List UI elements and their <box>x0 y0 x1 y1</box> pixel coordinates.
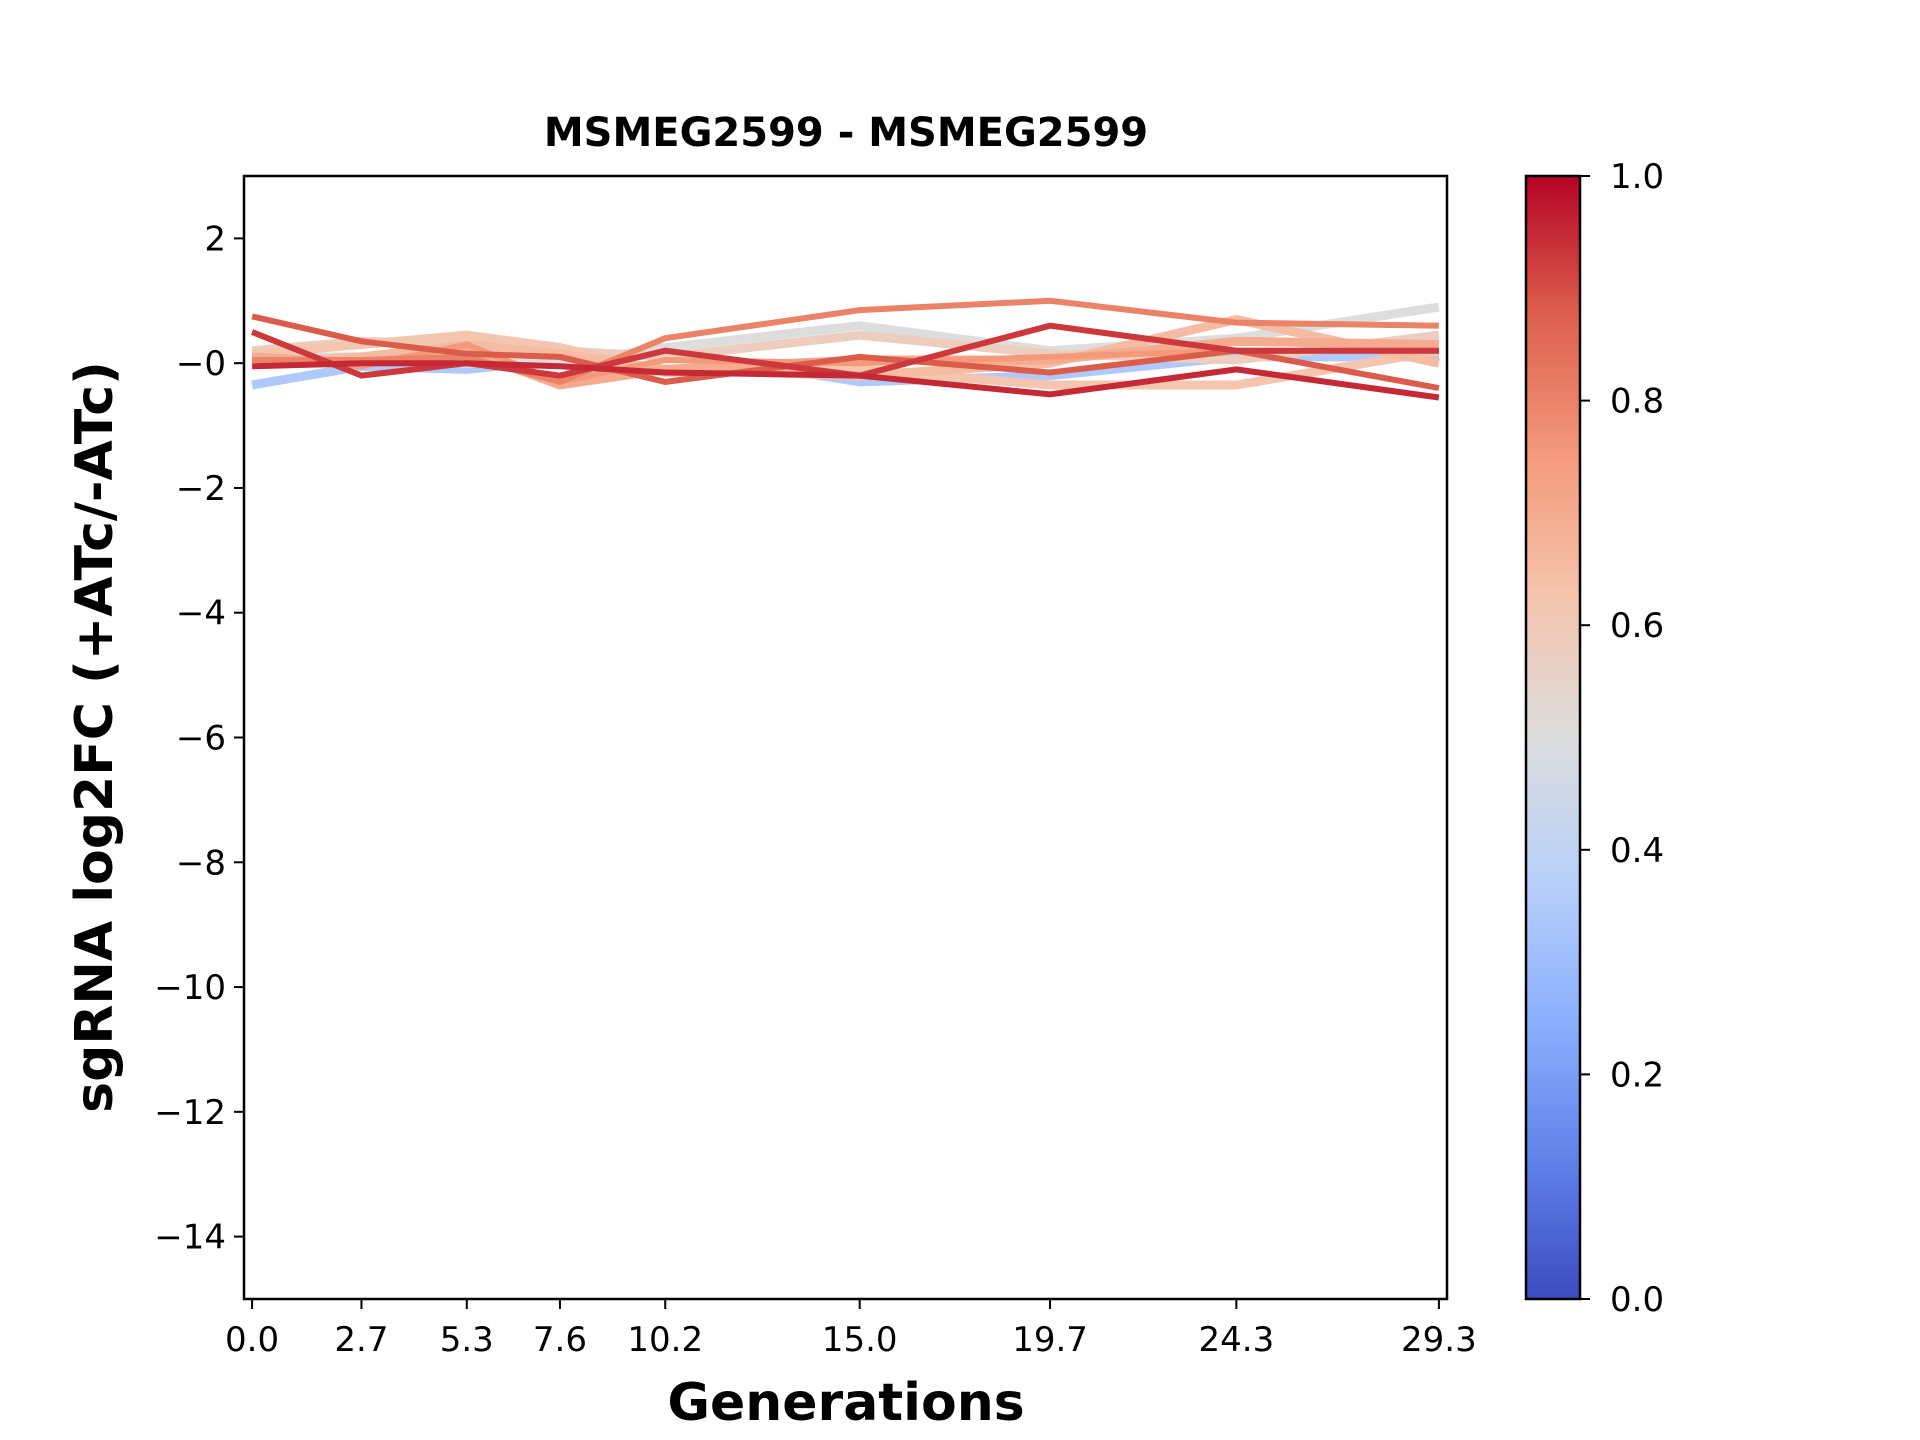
colorbar-tick-label: 0.4 <box>1610 831 1664 871</box>
series-line-9 <box>250 322 1439 379</box>
x-tick-label: 2.7 <box>334 1320 388 1360</box>
x-tick-label: 0.0 <box>225 1320 279 1360</box>
colorbar <box>1524 174 1582 1301</box>
y-tick-label: −6 <box>176 719 226 759</box>
series-line-10 <box>252 360 1440 401</box>
x-tick-label: 15.0 <box>822 1320 898 1360</box>
series-group <box>250 297 1440 401</box>
y-tick-label: −14 <box>154 1218 226 1258</box>
y-tick-label: −4 <box>176 594 226 634</box>
x-tick-label: 10.2 <box>627 1320 703 1360</box>
x-tick-label: 24.3 <box>1199 1320 1275 1360</box>
series-line-7 <box>252 297 1439 386</box>
colorbar-tick-label: 0.6 <box>1610 606 1664 646</box>
x-axis: 0.0 2.7 5.3 7.6 10.2 15.0 19.7 24.3 29.3 <box>225 1299 1477 1360</box>
x-axis-label: Generations <box>667 1373 1024 1433</box>
x-tick-label: 19.7 <box>1012 1320 1088 1360</box>
colorbar-axis: 0.0 0.2 0.4 0.6 0.8 1.0 <box>1580 157 1664 1320</box>
colorbar-tick-label: 0.8 <box>1610 382 1664 422</box>
colorbar-tick-label: 1.0 <box>1610 157 1664 197</box>
y-axis-label: sgRNA log2FC (+ATc/-ATc) <box>65 361 125 1113</box>
y-axis: 2 −0 −2 −4 −6 −8 −10 −12 −14 <box>154 219 244 1258</box>
colorbar-tick-label: 0.0 <box>1610 1280 1664 1320</box>
chart-title: MSMEG2599 - MSMEG2599 <box>544 110 1148 156</box>
y-tick-label: −0 <box>176 344 226 384</box>
y-tick-label: −2 <box>176 469 226 509</box>
x-tick-label: 29.3 <box>1401 1320 1477 1360</box>
y-tick-label: −10 <box>154 968 226 1008</box>
y-tick-label: −8 <box>176 843 226 883</box>
x-tick-label: 7.6 <box>533 1320 587 1360</box>
y-tick-label: −12 <box>154 1093 226 1133</box>
colorbar-tick-label: 0.2 <box>1610 1055 1664 1095</box>
x-tick-label: 5.3 <box>440 1320 494 1360</box>
series-line-8 <box>251 313 1440 392</box>
y-tick-label: 2 <box>204 219 226 259</box>
